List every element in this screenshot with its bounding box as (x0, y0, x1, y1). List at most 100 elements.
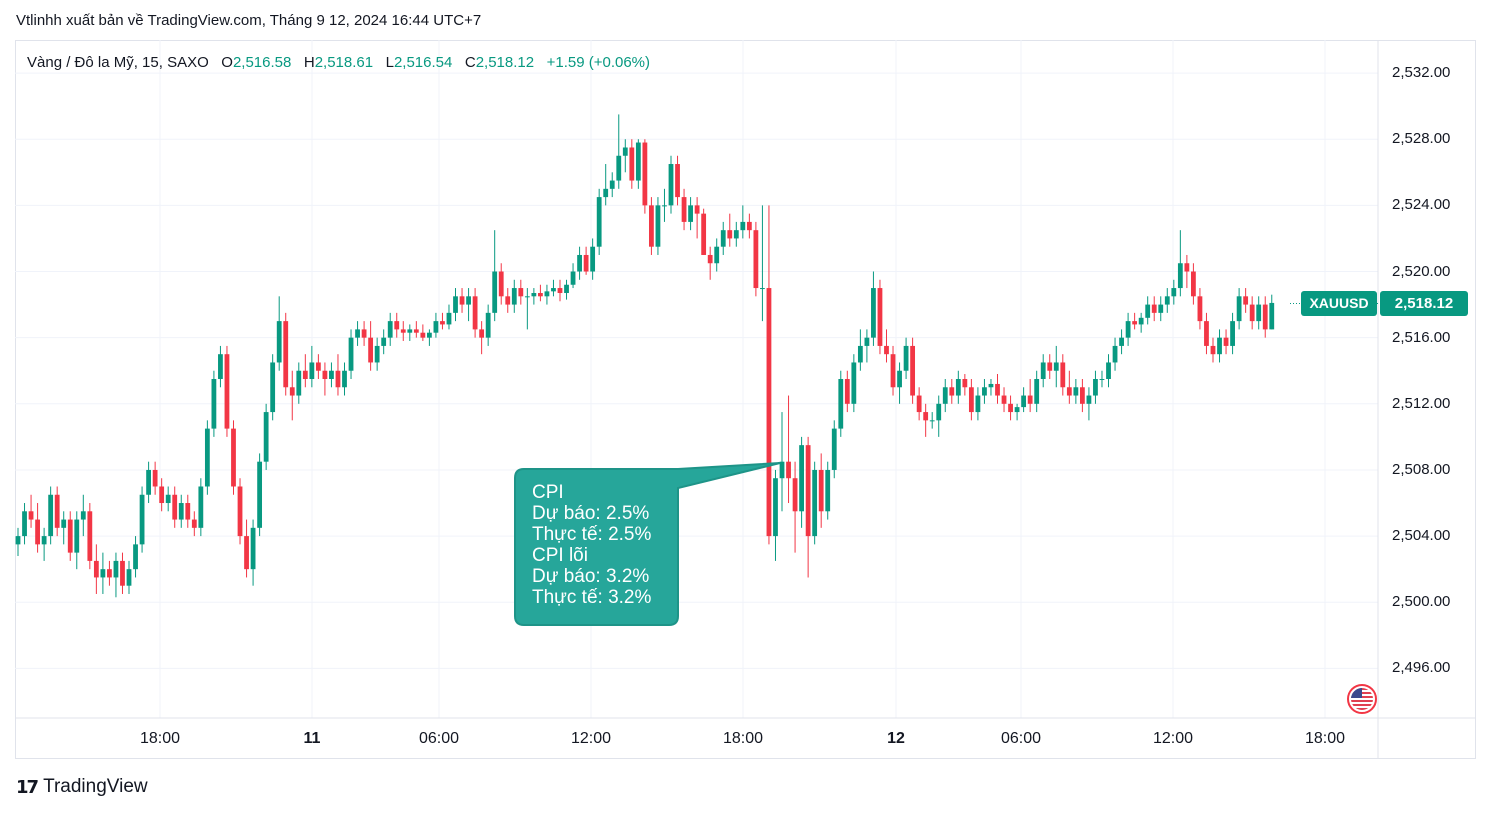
candle (531, 288, 537, 305)
candle (381, 329, 387, 355)
publish-line: Vtlinhh xuất bản về TradingView.com, Thá… (16, 12, 482, 29)
candle (440, 312, 445, 330)
candle-body (779, 461, 785, 479)
candle (1191, 263, 1196, 305)
us-flag-icon[interactable] (1347, 684, 1377, 714)
candle (1145, 296, 1151, 325)
candle-body (440, 321, 445, 325)
candle (635, 139, 641, 189)
candle-body (668, 164, 674, 206)
candle (100, 552, 106, 594)
candle (1060, 354, 1066, 396)
candle (916, 387, 922, 421)
candle-body (113, 560, 119, 578)
candle (714, 238, 720, 272)
candle (688, 197, 693, 231)
candle-body (1060, 362, 1066, 388)
candle-body (844, 379, 850, 404)
candle-body (1008, 403, 1013, 413)
candle-body (805, 445, 811, 537)
candle-body (923, 412, 929, 421)
candle (368, 321, 374, 371)
candle (172, 486, 178, 528)
candle-body (1119, 337, 1124, 346)
candle-body (126, 569, 132, 586)
candle (120, 552, 125, 594)
candle (1223, 329, 1229, 355)
legend-open-value: 2,516.58 (232, 54, 292, 71)
candle-body (851, 362, 857, 404)
candle-body (335, 370, 341, 388)
candle-body (420, 332, 426, 338)
candle (1204, 312, 1209, 355)
candle-body (1269, 302, 1275, 330)
candle-body (590, 246, 596, 272)
candle (433, 312, 439, 338)
price-tick: 2,516.00 (1392, 328, 1451, 346)
candle-body (1249, 304, 1255, 322)
candle-body (694, 205, 700, 214)
candle (492, 230, 498, 322)
candle (15, 527, 21, 556)
candle (890, 345, 896, 396)
candle-body (877, 288, 883, 346)
candle-body (315, 362, 321, 371)
candle-body (1151, 304, 1157, 313)
candle-body (949, 387, 955, 396)
candle-body (54, 494, 60, 528)
candle (609, 172, 615, 198)
candle (805, 436, 811, 578)
candle (263, 403, 269, 470)
symbol-price-tag: XAUUSD (1301, 291, 1377, 316)
candle (302, 354, 308, 388)
candle-body (22, 511, 27, 537)
tradingview-logo[interactable]: 17 TradingView (16, 776, 148, 798)
candle-body (760, 288, 765, 290)
candle (355, 321, 360, 346)
candle (191, 511, 197, 537)
candle (766, 205, 772, 545)
candle (387, 312, 393, 346)
candle-body (675, 164, 680, 198)
candle-body (955, 379, 961, 396)
candle (113, 552, 119, 598)
candle (276, 296, 282, 371)
candle (1243, 288, 1249, 313)
candle (786, 395, 791, 504)
candle-body (80, 511, 86, 520)
last-price-tag: 2,518.12 (1380, 291, 1468, 316)
candle (315, 354, 321, 379)
legend-symbol[interactable]: Vàng / Đô la Mỹ, 15, SAXO (27, 54, 209, 71)
event-callout-shape (514, 462, 781, 626)
candle (681, 188, 687, 231)
candle (224, 345, 230, 437)
candle-body (120, 560, 125, 586)
candle (257, 453, 263, 537)
candle (655, 197, 661, 255)
chart-frame[interactable] (15, 40, 1476, 759)
candle-body (518, 288, 524, 297)
candle (322, 362, 328, 396)
candle-body (740, 221, 746, 231)
candle-body (629, 147, 635, 181)
candle (825, 461, 831, 520)
candle-body (838, 379, 844, 429)
candle-body (511, 288, 517, 305)
candle (844, 370, 850, 413)
candle (544, 284, 550, 305)
time-tick: 11 (303, 730, 321, 747)
candle-body (688, 205, 693, 222)
candle (1047, 354, 1053, 379)
candle-body (257, 461, 263, 528)
candle (1151, 296, 1157, 322)
candle (1112, 337, 1118, 371)
candle-body (309, 362, 315, 379)
candle-body (1047, 362, 1053, 371)
candle (753, 221, 759, 297)
candle (198, 478, 204, 537)
candle (459, 288, 465, 313)
candle (1066, 370, 1072, 404)
legend-close-value: 2,518.12 (475, 54, 535, 71)
candle-body (407, 329, 413, 333)
